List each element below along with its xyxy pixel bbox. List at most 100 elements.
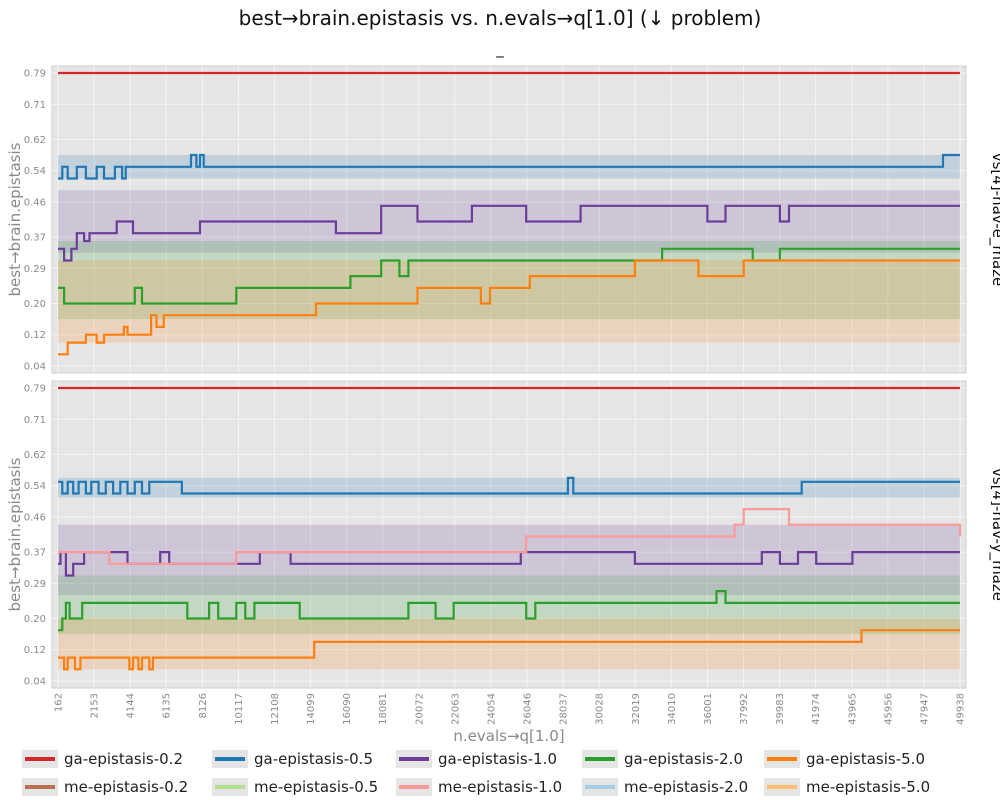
x-tick-label: 20072 xyxy=(414,693,425,725)
legend-swatch xyxy=(22,778,58,796)
x-tick-label: 39983 xyxy=(775,693,786,725)
legend-swatch-line xyxy=(585,785,615,789)
series-band xyxy=(58,618,960,670)
y-tick-label: 0.71 xyxy=(24,100,46,111)
legend-item: ga-epistasis-0.5 xyxy=(212,748,373,770)
plot-area xyxy=(51,65,967,374)
x-tick-label: 43965 xyxy=(847,693,858,725)
series-line xyxy=(58,153,960,180)
y-tick-label: 0.04 xyxy=(24,677,46,688)
legend-item: ga-epistasis-5.0 xyxy=(764,748,925,770)
x-tick-label: 24054 xyxy=(486,693,497,725)
y-tick-label: 0.79 xyxy=(24,69,46,80)
legend-swatch xyxy=(764,778,800,796)
legend: ga-epistasis-0.2 ga-epistasis-0.5 ga-epist… xyxy=(22,748,982,800)
legend-item: ga-epistasis-0.2 xyxy=(22,748,183,770)
x-tick-label: 10117 xyxy=(234,693,245,725)
x-tick-label: 4144 xyxy=(126,693,137,718)
x-tick-label: 8126 xyxy=(198,693,209,718)
panel-label: vs[4]-nav-e_maze xyxy=(988,153,1000,287)
legend-item: me-epistasis-5.0 xyxy=(764,776,930,798)
x-tick-label: 36001 xyxy=(703,693,714,725)
y-tick-label: 0.20 xyxy=(24,614,46,625)
x-tick-label: 6135 xyxy=(162,693,173,718)
legend-label: me-epistasis-1.0 xyxy=(438,778,563,796)
legend-swatch-line xyxy=(215,757,245,761)
x-tick-label: 162 xyxy=(54,693,65,712)
y-axis-label: best→brain.epistasis xyxy=(6,142,24,296)
x-tick-label: 30028 xyxy=(595,693,606,725)
legend-item: me-epistasis-1.0 xyxy=(396,776,562,798)
legend-swatch-line xyxy=(767,785,797,789)
legend-item: me-epistasis-0.2 xyxy=(22,776,188,798)
legend-swatch-line xyxy=(215,785,245,789)
y-tick-label: 0.46 xyxy=(24,197,46,208)
legend-item: ga-epistasis-1.0 xyxy=(396,748,557,770)
legend-item: ga-epistasis-2.0 xyxy=(582,748,743,770)
legend-label: me-epistasis-2.0 xyxy=(624,778,749,796)
x-tick-label: 2153 xyxy=(90,693,101,718)
panel-label: vs[4]-nav-y_maze xyxy=(988,468,1000,601)
series-line xyxy=(58,629,960,671)
panel-2: 0.79 0.71 0.62 0.54 0.46 0.37 0.29 0.20 0.12 0.04… xyxy=(6,380,1000,745)
legend-swatch xyxy=(212,778,248,796)
y-tick-label: 0.29 xyxy=(24,579,46,590)
series-line xyxy=(58,247,960,305)
x-tick-label: 16090 xyxy=(342,693,353,725)
legend-label: me-epistasis-0.5 xyxy=(254,778,379,796)
y-tick-label: 0.62 xyxy=(24,135,46,146)
legend-label: me-epistasis-5.0 xyxy=(806,778,931,796)
y-tick-label: 0.37 xyxy=(24,548,46,559)
legend-label: ga-epistasis-0.5 xyxy=(254,750,373,768)
series-line xyxy=(58,476,960,495)
legend-swatch-line xyxy=(25,757,55,761)
series-band xyxy=(58,260,960,343)
panel-1: 0.79 0.71 0.62 0.54 0.46 0.37 0.29 0.20 0.12 0.04… xyxy=(6,65,1000,374)
legend-label: me-epistasis-0.2 xyxy=(64,778,189,796)
x-tick-label: 37992 xyxy=(739,693,750,725)
y-tick-label: 0.37 xyxy=(24,233,46,244)
y-tick-label: 0.12 xyxy=(24,645,46,656)
x-tick-label: 47947 xyxy=(919,693,930,725)
x-tick-label: 34010 xyxy=(667,693,678,725)
legend-label: ga-epistasis-2.0 xyxy=(624,750,743,768)
y-tick-label: 0.46 xyxy=(24,512,46,523)
series-line xyxy=(58,204,960,262)
x-tick-label: 14099 xyxy=(306,693,317,725)
legend-swatch-line xyxy=(585,757,615,761)
y-tick-label: 0.71 xyxy=(24,415,46,426)
series-band xyxy=(58,524,960,596)
x-tick-label: 32019 xyxy=(631,693,642,725)
legend-swatch-line xyxy=(399,785,429,789)
x-tick-label: 49938 xyxy=(956,693,967,725)
series-line xyxy=(58,508,962,565)
series-line xyxy=(58,590,960,632)
y-tick-label: 0.79 xyxy=(24,384,46,395)
plot-area xyxy=(51,380,967,689)
legend-swatch-line xyxy=(399,757,429,761)
y-tick-label: 0.12 xyxy=(24,330,46,341)
legend-swatch xyxy=(396,778,432,796)
x-tick-label: 28037 xyxy=(559,693,570,725)
legend-swatch xyxy=(764,750,800,768)
x-tick-label: 45956 xyxy=(883,693,894,725)
x-tick-label: 12108 xyxy=(270,693,281,725)
legend-swatch xyxy=(582,750,618,768)
legend-swatch xyxy=(22,750,58,768)
series-line xyxy=(58,551,960,577)
x-tick-label: 18081 xyxy=(378,693,389,725)
legend-swatch-line xyxy=(767,757,797,761)
x-tick-label: 26046 xyxy=(523,693,534,725)
y-tick-label: 0.54 xyxy=(24,481,46,492)
y-tick-label: 0.62 xyxy=(24,450,46,461)
x-tick-label: 41974 xyxy=(811,693,822,725)
legend-swatch-line xyxy=(25,785,55,789)
y-tick-label: 0.04 xyxy=(24,362,46,373)
series-band xyxy=(58,240,960,320)
series-line xyxy=(58,259,960,356)
legend-swatch xyxy=(396,750,432,768)
x-axis-label: n.evals→q[1.0] xyxy=(453,727,564,745)
chart-title: best→brain.epistasis vs. n.evals→q[1.0] … xyxy=(238,6,762,30)
